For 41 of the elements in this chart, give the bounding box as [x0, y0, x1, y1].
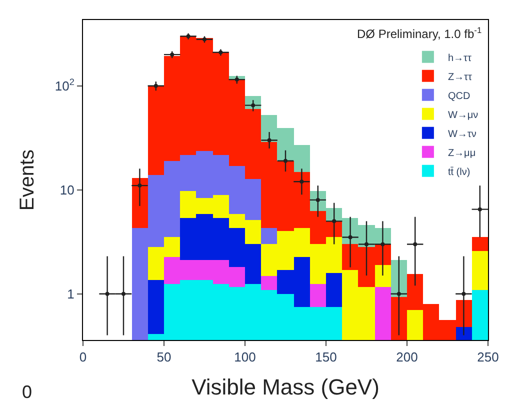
y-axis-title: Events: [16, 149, 38, 211]
y-tick-label: 10: [60, 182, 74, 198]
point: [154, 84, 158, 88]
text: 0: [22, 382, 32, 402]
x-tick-label: 250: [477, 350, 499, 365]
point: [251, 103, 256, 108]
x-tick-label: 200: [396, 350, 418, 365]
x-tick-label: 50: [156, 350, 172, 365]
y-tick-label: 10$^{2}$: [54, 76, 74, 94]
legend-label: QCD: [448, 90, 470, 102]
x-tick-label: 100: [234, 350, 256, 365]
point: [396, 292, 401, 296]
point: [234, 78, 239, 82]
legend-label: tt̄ (lν): [448, 166, 470, 178]
legend-label: Z→ττ: [448, 72, 472, 83]
legend-label: W→τν: [448, 128, 476, 140]
point: [105, 292, 110, 296]
point: [478, 207, 482, 212]
x-tick-label: 0: [79, 350, 87, 365]
point: [364, 242, 368, 246]
point: [413, 242, 418, 246]
legend-label: Z→μμ: [448, 148, 476, 159]
legend-label: W→μν: [448, 110, 478, 121]
point: [267, 138, 272, 142]
point: [300, 180, 304, 184]
text: DØ Preliminary, 1.0 fb$^{-1}$: [357, 25, 482, 42]
x-axis-title: Visible Mass (GeV): [192, 374, 380, 400]
point: [332, 219, 336, 224]
y-tick-label: 1: [67, 286, 74, 302]
legend-label: h→ττ: [448, 52, 472, 64]
bar: [261, 228, 277, 244]
point: [284, 158, 288, 163]
point: [380, 242, 385, 246]
point: [462, 292, 466, 296]
point: [348, 235, 352, 240]
point: [138, 184, 142, 188]
point: [316, 198, 320, 202]
x-tick-label: 150: [315, 350, 337, 365]
bar: [472, 237, 488, 251]
bar: [261, 276, 277, 290]
point: [122, 292, 126, 296]
